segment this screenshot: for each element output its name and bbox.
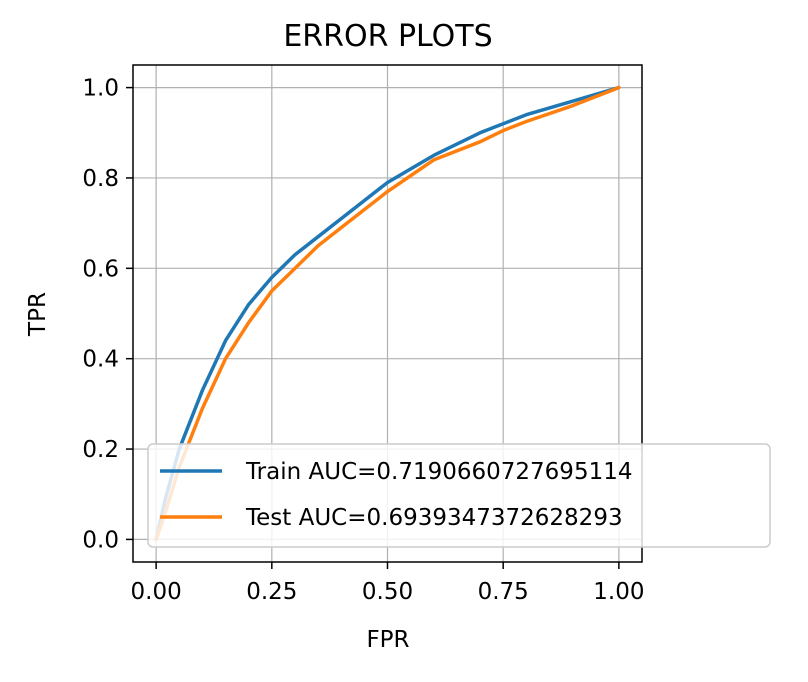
x-tick-label: 0.25 [246, 579, 297, 605]
legend-box [147, 443, 771, 548]
x-tick-label: 1.00 [593, 579, 644, 605]
x-tick-label: 0.75 [478, 579, 529, 605]
y-axis-label: TPR [25, 292, 51, 337]
y-tick-label: 0.4 [82, 347, 119, 373]
y-tick-label: 0.2 [82, 437, 119, 463]
y-tick-label: 0.0 [82, 527, 119, 553]
y-tick-label: 0.6 [82, 256, 119, 282]
x-axis-label: FPR [366, 627, 409, 653]
ticks: 0.00 0.25 0.50 0.75 1.00 0.0 0.2 0.4 0.6 0.8 1.0 [82, 76, 644, 605]
x-tick-label: 0.00 [131, 579, 182, 605]
y-tick-label: 0.8 [82, 166, 119, 192]
legend: Train AUC=0.7190660727695114 Test AUC=0.… [147, 443, 771, 548]
y-tick-label: 1.0 [82, 76, 119, 102]
test-roc-line [154, 85, 621, 542]
legend-label-train: Train AUC=0.7190660727695114 [245, 459, 632, 485]
chart-title: ERROR PLOTS [283, 19, 492, 54]
x-tick-label: 0.50 [362, 579, 413, 605]
legend-label-test: Test AUC=0.6939347372628293 [245, 505, 623, 531]
series-group [154, 85, 621, 542]
train-roc-line [154, 85, 621, 542]
